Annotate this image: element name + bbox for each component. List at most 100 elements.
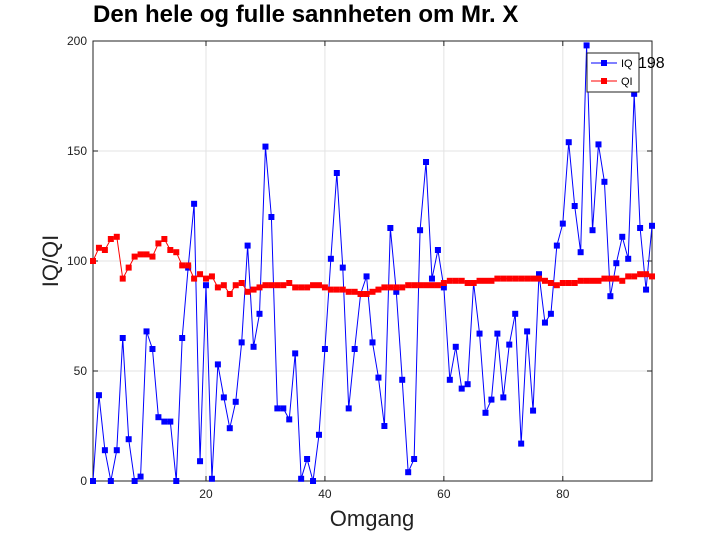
data-point-qi: [428, 282, 435, 289]
data-point-qi: [381, 284, 388, 291]
data-point-qi: [476, 277, 483, 284]
data-point-qi: [565, 280, 572, 286]
data-point-qi: [202, 275, 209, 282]
data-point-qi: [226, 291, 233, 297]
legend-label-iq: IQ: [621, 58, 633, 70]
data-point-iq: [518, 440, 525, 447]
data-point-qi: [95, 244, 102, 251]
data-point-qi: [607, 275, 614, 282]
data-point-iq: [256, 310, 263, 317]
data-point-iq: [387, 225, 394, 231]
data-point-iq: [90, 478, 96, 484]
data-point-qi: [101, 247, 108, 253]
data-point-iq: [500, 394, 507, 401]
data-point-iq: [536, 271, 543, 278]
data-point-qi: [250, 286, 257, 293]
data-point-iq: [541, 319, 548, 326]
data-point-qi: [298, 284, 305, 291]
data-point-qi: [125, 264, 132, 271]
data-point-qi: [327, 286, 334, 293]
legend-swatch-marker: [601, 78, 607, 84]
data-point-iq: [131, 478, 138, 484]
data-point-iq: [530, 407, 537, 414]
data-point-iq: [417, 227, 424, 234]
data-point-qi: [137, 251, 144, 258]
data-point-qi: [214, 284, 221, 291]
data-point-qi: [131, 253, 138, 260]
data-point-iq: [589, 227, 596, 234]
data-point-iq: [173, 478, 180, 484]
data-point-qi: [167, 247, 174, 253]
data-point-iq: [238, 339, 245, 346]
data-point-iq: [631, 90, 638, 97]
data-point-iq: [369, 339, 376, 346]
data-point-iq: [399, 376, 406, 383]
data-point-qi: [464, 280, 471, 286]
data-point-iq: [315, 431, 322, 438]
data-point-iq: [583, 42, 590, 49]
data-point-qi: [351, 288, 358, 295]
data-point-qi: [256, 284, 263, 291]
data-point-qi: [274, 282, 281, 289]
data-point-iq: [393, 288, 400, 295]
data-point-qi: [512, 275, 519, 282]
y-tick-label: 0: [80, 474, 87, 488]
data-point-qi: [417, 282, 424, 289]
data-point-iq: [95, 392, 102, 399]
data-point-qi: [637, 271, 644, 278]
data-point-iq: [607, 293, 614, 300]
data-point-qi: [440, 280, 447, 286]
data-point-qi: [149, 253, 156, 260]
data-point-iq: [547, 310, 554, 317]
data-point-qi: [113, 233, 120, 240]
data-point-qi: [595, 277, 602, 284]
x-tick-label: 60: [437, 487, 451, 501]
data-point-qi: [518, 275, 525, 282]
data-point-iq: [524, 328, 531, 335]
data-point-iq: [351, 346, 358, 352]
data-point-qi: [452, 277, 459, 284]
data-point-qi: [238, 280, 245, 286]
data-point-qi: [613, 275, 620, 282]
data-point-iq: [411, 456, 418, 462]
data-point-iq: [571, 203, 578, 209]
data-point-qi: [446, 277, 453, 284]
legend-box: [586, 52, 640, 93]
data-point-qi: [375, 286, 382, 293]
data-point-qi: [345, 288, 352, 295]
data-point-qi: [500, 275, 507, 282]
data-point-iq: [286, 416, 293, 423]
data-point-iq: [649, 222, 655, 229]
data-point-iq: [423, 159, 430, 165]
data-point-iq: [643, 286, 650, 293]
data-point-qi: [185, 262, 192, 269]
data-point-iq: [565, 139, 572, 146]
data-point-iq: [577, 249, 584, 256]
data-point-qi: [423, 282, 430, 289]
y-tick-label: 200: [67, 34, 87, 48]
data-point-qi: [411, 282, 418, 289]
data-point-iq: [268, 214, 275, 220]
data-point-qi: [304, 284, 311, 291]
data-point-iq: [613, 260, 620, 267]
data-point-iq: [101, 447, 108, 454]
data-point-iq: [202, 282, 209, 289]
data-point-iq: [214, 361, 221, 368]
x-tick-label: 80: [556, 487, 570, 501]
data-point-iq: [155, 414, 162, 421]
data-point-qi: [268, 282, 275, 289]
data-point-qi: [399, 284, 406, 291]
x-axis-label: Omgang: [330, 506, 414, 531]
data-point-iq: [452, 343, 459, 350]
data-point-qi: [173, 249, 180, 256]
data-point-qi: [387, 284, 394, 291]
data-point-iq: [434, 247, 441, 253]
data-point-iq: [476, 330, 483, 337]
x-tick-label: 40: [318, 487, 332, 501]
data-point-qi: [393, 284, 400, 291]
data-point-qi: [553, 282, 560, 289]
data-point-iq: [494, 330, 501, 337]
data-point-qi: [369, 288, 376, 295]
data-point-iq: [506, 341, 513, 348]
data-point-qi: [310, 282, 317, 289]
